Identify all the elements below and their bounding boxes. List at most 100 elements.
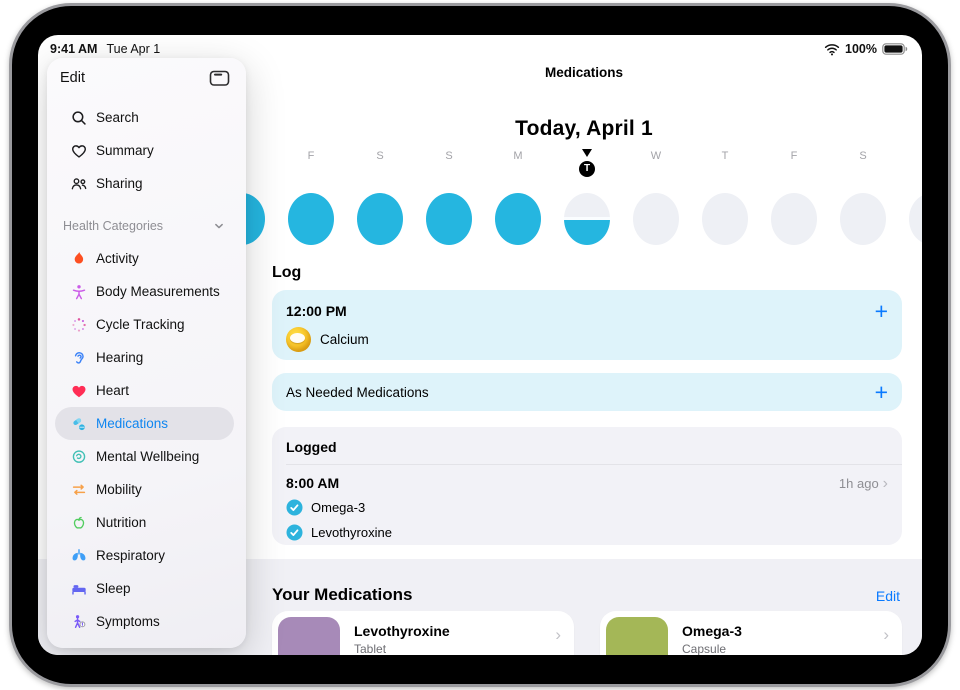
day-label: F [790, 150, 798, 162]
logged-heading: Logged [286, 439, 337, 455]
medication-photo [606, 617, 668, 655]
sidebar-item-summary[interactable]: Summary [55, 134, 234, 167]
status-date: Tue Apr 1 [106, 42, 161, 56]
check-circle-icon [286, 524, 303, 541]
sidebar-item-symptoms[interactable]: Symptoms [55, 605, 234, 638]
day-cell[interactable]: F [288, 139, 334, 245]
battery-icon [882, 43, 908, 55]
day-progress-circle[interactable] [840, 193, 886, 245]
device-frame: 9:41 AM Tue Apr 1 100% [9, 3, 951, 687]
chevron-right-icon: › [883, 625, 889, 644]
day-cell-today[interactable]: T [564, 139, 610, 245]
day-progress-circle[interactable] [702, 193, 748, 245]
sidebar-item-search[interactable]: Search [55, 101, 234, 134]
battery-percent: 100% [845, 42, 877, 56]
dotted-cycle-icon [69, 315, 88, 334]
status-bar: 9:41 AM Tue Apr 1 100% [50, 40, 908, 58]
chevron-right-icon: › [555, 625, 561, 644]
chevron-right-icon: › [882, 474, 888, 492]
logged-med-name: Levothyroxine [311, 525, 392, 540]
day-cell[interactable]: F [771, 139, 817, 245]
sidebar-item-label: Hearing [96, 350, 144, 365]
sidebar-item-respiratory[interactable]: Respiratory [55, 539, 234, 572]
logged-med-row: Omega-3 [286, 499, 888, 516]
sidebar-item-sleep[interactable]: Sleep [55, 572, 234, 605]
search-icon [69, 108, 88, 127]
logged-med-name: Omega-3 [311, 500, 366, 515]
sidebar-item-sharing[interactable]: Sharing [55, 167, 234, 200]
sidebar-section-health-categories[interactable]: Health Categories [55, 209, 234, 242]
add-dose-button[interactable]: + [874, 298, 888, 324]
date-heading: Today, April 1 [515, 117, 653, 140]
edit-sidebar-button[interactable]: Edit [60, 70, 85, 86]
day-progress-circle[interactable] [357, 193, 403, 245]
day-progress-circle[interactable] [909, 193, 922, 245]
medication-card-levothyroxine[interactable]: Levothyroxine Tablet › [272, 611, 574, 655]
as-needed-card[interactable]: As Needed Medications + [272, 373, 902, 411]
sidebar-item-label: Symptoms [96, 614, 160, 629]
edit-medications-link[interactable]: Edit [875, 588, 900, 604]
sidebar-item-label: Heart [96, 383, 130, 398]
sidebar-item-label: Cycle Tracking [96, 317, 185, 332]
sidebar-toggle-icon[interactable] [209, 69, 230, 87]
heart-outline-icon [69, 141, 88, 160]
day-cell[interactable]: T [702, 139, 748, 245]
sidebar-item-medications[interactable]: Medications [55, 407, 234, 440]
day-cell[interactable]: S [357, 139, 403, 245]
day-progress-circle[interactable] [771, 193, 817, 245]
sidebar-item-label: Respiratory [96, 548, 166, 563]
day-progress-circle[interactable] [633, 193, 679, 245]
logged-ago-link[interactable]: 1h ago › [839, 474, 888, 492]
today-day-badge: T [579, 161, 595, 177]
apple-icon [69, 513, 88, 532]
your-medications-heading: Your Medications [272, 585, 413, 604]
add-as-needed-button[interactable]: + [874, 379, 888, 405]
status-time: 9:41 AM [50, 42, 98, 56]
calcium-pill-icon [286, 327, 311, 352]
sidebar-item-cycle-tracking[interactable]: Cycle Tracking [55, 308, 234, 341]
sidebar-item-hearing[interactable]: Hearing [55, 341, 234, 374]
section-label: Health Categories [63, 218, 164, 233]
day-progress-circle[interactable] [288, 193, 334, 245]
sidebar-item-label: Medications [96, 416, 169, 431]
day-cell[interactable]: M [495, 139, 541, 245]
day-label: M [513, 150, 523, 162]
day-progress-circle[interactable] [495, 193, 541, 245]
day-label: S [376, 150, 384, 162]
sidebar-item-mobility[interactable]: Mobility [55, 473, 234, 506]
figure-icon [69, 282, 88, 301]
pills-icon [69, 414, 88, 433]
timed-dose-card[interactable]: 12:00 PM + Calcium [272, 290, 902, 360]
sidebar-item-label: Nutrition [96, 515, 147, 530]
day-cell[interactable]: S [426, 139, 472, 245]
logged-time-row[interactable]: 8:00 AM 1h ago › [286, 475, 888, 491]
day-cell[interactable] [909, 139, 922, 245]
lungs-icon [69, 546, 88, 565]
sidebar-item-heart[interactable]: Heart [55, 374, 234, 407]
page-title: Medications [544, 65, 623, 80]
logged-card: Logged 8:00 AM 1h ago › Omega- [272, 427, 902, 545]
sidebar-item-body-measurements[interactable]: Body Measurements [55, 275, 234, 308]
medication-card-omega3[interactable]: Omega-3 Capsule › [600, 611, 902, 655]
sidebar-item-label: Sharing [96, 176, 143, 191]
medication-card-form: Tablet [354, 642, 387, 655]
day-cell[interactable]: W [633, 139, 679, 245]
sidebar-item-activity[interactable]: Activity [55, 242, 234, 275]
arrows-icon [69, 480, 88, 499]
day-label: F [307, 150, 315, 162]
day-progress-circle[interactable] [564, 193, 610, 245]
day-progress-circle[interactable] [426, 193, 472, 245]
day-label: W [650, 150, 662, 162]
people-icon [69, 174, 88, 193]
logged-med-row: Levothyroxine [286, 524, 888, 541]
medication-card-form: Capsule [682, 642, 727, 655]
today-marker-icon [582, 149, 592, 157]
medication-name: Calcium [320, 332, 369, 347]
day-label: S [859, 150, 867, 162]
day-cell[interactable]: S [840, 139, 886, 245]
screen: 9:41 AM Tue Apr 1 100% [38, 35, 922, 655]
sidebar-item-nutrition[interactable]: Nutrition [55, 506, 234, 539]
sidebar-item-mental-wellbeing[interactable]: Mental Wellbeing [55, 440, 234, 473]
log-section-heading: Log [272, 264, 302, 281]
